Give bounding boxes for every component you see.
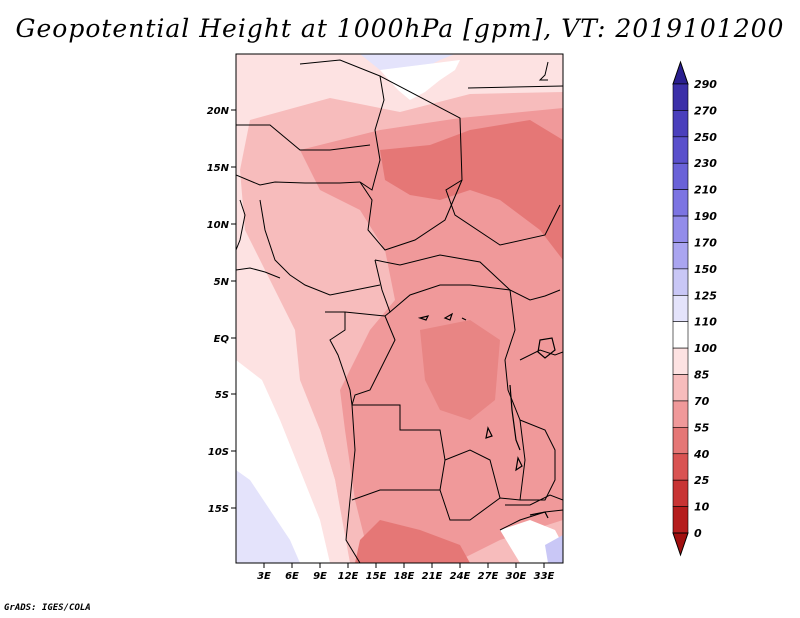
colorbar-label: 85 <box>694 369 710 382</box>
colorbar-label: 150 <box>694 263 717 276</box>
map-title: Geopotential Height at 1000hPa [gpm], VT… <box>15 14 785 43</box>
colorbar-swatch <box>672 189 689 217</box>
colorbar-swatch <box>672 83 689 111</box>
colorbar-label: 230 <box>694 157 717 170</box>
colorbar-top-arrow <box>672 60 689 85</box>
lon-label: 12E <box>338 571 359 582</box>
lon-label: 3E <box>257 571 271 582</box>
colorbar-swatch <box>672 136 689 164</box>
longitude-axis: 3E 6E 9E 12E 15E 18E 21E 24E 27E 30E 33E <box>257 563 555 582</box>
colorbar-bottom-arrow <box>672 532 689 557</box>
colorbar-swatch <box>672 242 689 270</box>
lon-label: 18E <box>394 571 415 582</box>
lat-label: 15S <box>208 504 229 515</box>
lon-label: 33E <box>534 571 555 582</box>
colorbar-swatch <box>672 374 689 402</box>
colorbar-label: 290 <box>694 78 717 91</box>
colorbar-label: 110 <box>694 316 717 329</box>
colorbar-swatch <box>672 427 689 455</box>
lon-label: 15E <box>366 571 387 582</box>
map-field <box>236 54 563 563</box>
colorbar-label: 125 <box>694 289 717 302</box>
colorbar: 2902702502302101901701501251101008570554… <box>672 60 717 557</box>
colorbar-swatch <box>672 162 689 190</box>
latitude-axis: 20N 15N 10N 5N EQ 5S 10S 15S <box>207 106 236 515</box>
colorbar-label: 210 <box>694 184 717 197</box>
colorbar-label: 100 <box>694 342 717 355</box>
lon-label: 30E <box>506 571 527 582</box>
lakes <box>417 312 556 519</box>
colorbar-swatch <box>672 347 689 375</box>
colorbar-label: 10 <box>694 501 710 514</box>
lat-label: 10S <box>208 447 229 458</box>
colorbar-swatch <box>672 321 689 349</box>
colorbar-label: 250 <box>694 131 717 144</box>
lat-label: 10N <box>207 220 230 231</box>
colorbar-swatch <box>672 506 689 534</box>
colorbar-label: 25 <box>694 474 710 487</box>
lon-label: 6E <box>285 571 299 582</box>
colorbar-label: 40 <box>693 448 710 461</box>
lon-label: 21E <box>422 571 443 582</box>
lon-label: 9E <box>313 571 327 582</box>
colorbar-swatch <box>672 110 689 138</box>
colorbar-swatch <box>672 215 689 243</box>
colorbar-label: 270 <box>694 104 717 117</box>
colorbar-swatch <box>672 268 689 296</box>
lat-label: 20N <box>207 106 230 117</box>
colorbar-label: 0 <box>694 527 702 540</box>
colorbar-swatch <box>672 294 689 323</box>
colorbar-label: 190 <box>694 210 717 223</box>
colorbar-swatch <box>672 400 689 428</box>
country-borders <box>236 59 563 563</box>
lon-label: 27E <box>478 571 499 582</box>
grads-credit: GrADS: IGES/COLA <box>4 603 91 613</box>
lat-label: 15N <box>207 163 230 174</box>
colorbar-label: 70 <box>694 395 710 408</box>
colorbar-swatch <box>672 479 689 507</box>
colorbar-label: 170 <box>694 236 717 249</box>
lon-label: 24E <box>450 571 471 582</box>
lat-label: EQ <box>214 334 230 345</box>
colorbar-label: 55 <box>694 421 710 434</box>
colorbar-swatch <box>672 453 689 481</box>
map-frame <box>235 53 564 564</box>
lat-label: 5S <box>215 390 229 401</box>
lat-label: 5N <box>214 277 230 288</box>
